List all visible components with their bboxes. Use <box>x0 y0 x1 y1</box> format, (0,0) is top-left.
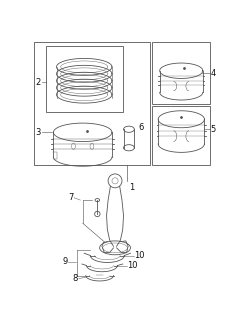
Text: 1: 1 <box>129 183 134 192</box>
Text: 5: 5 <box>211 125 216 134</box>
Text: 2: 2 <box>36 78 41 87</box>
Text: 6: 6 <box>138 123 144 132</box>
Bar <box>152 42 210 104</box>
Text: 10: 10 <box>127 261 138 270</box>
Bar <box>46 46 123 112</box>
Text: 7: 7 <box>68 193 74 202</box>
Text: 4: 4 <box>211 68 216 77</box>
Text: 3: 3 <box>36 128 41 137</box>
Bar <box>34 42 150 165</box>
Bar <box>152 106 210 165</box>
Text: 10: 10 <box>134 251 145 260</box>
Text: 9: 9 <box>62 257 67 266</box>
Text: 8: 8 <box>73 274 78 283</box>
